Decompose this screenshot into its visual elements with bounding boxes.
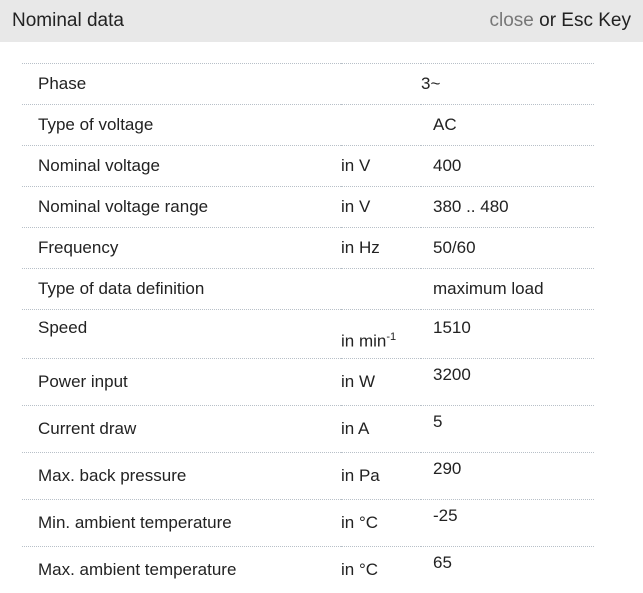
row-unit <box>341 64 421 105</box>
dialog-header: Nominal data close or Esc Key <box>0 0 643 42</box>
row-unit: in Pa <box>341 453 421 500</box>
table-row: Phase 3~ <box>22 64 594 105</box>
unit-text: in Pa <box>341 466 380 485</box>
close-hint: close or Esc Key <box>489 10 631 32</box>
table-row: Type of data definition maximum load <box>22 269 594 310</box>
row-label: Nominal voltage range <box>22 187 341 228</box>
unit-text: in V <box>341 156 370 175</box>
row-unit: in V <box>341 146 421 187</box>
row-unit: in °C <box>341 500 421 547</box>
row-label: Min. ambient temperature <box>22 500 341 547</box>
row-value: 50/60 <box>421 228 594 269</box>
table-row: Type of voltage AC <box>22 105 594 146</box>
row-value: 5 <box>421 406 594 453</box>
row-label: Frequency <box>22 228 341 269</box>
row-unit: in °C <box>341 547 421 593</box>
row-label: Max. ambient temperature <box>22 547 341 593</box>
unit-text: in W <box>341 372 375 391</box>
unit-superscript: -1 <box>386 331 396 343</box>
row-value: 290 <box>421 453 594 500</box>
row-value: AC <box>421 105 594 146</box>
row-value: -25 <box>421 500 594 547</box>
row-value: 65 <box>421 547 594 593</box>
unit-text: in °C <box>341 513 378 532</box>
row-label: Speed <box>22 310 341 359</box>
row-label: Power input <box>22 359 341 406</box>
esc-key-hint: or Esc Key <box>534 10 631 31</box>
row-label: Phase <box>22 64 341 105</box>
row-value: maximum load <box>421 269 594 310</box>
row-unit: in min-1 <box>341 310 421 359</box>
unit-text: in Hz <box>341 238 380 257</box>
row-unit: in A <box>341 406 421 453</box>
row-label: Nominal voltage <box>22 146 341 187</box>
unit-text: in °C <box>341 560 378 579</box>
unit-text: in V <box>341 197 370 216</box>
row-unit <box>341 105 421 146</box>
row-value: 3~ <box>421 64 594 105</box>
row-value: 400 <box>421 146 594 187</box>
row-value: 380 .. 480 <box>421 187 594 228</box>
row-unit: in Hz <box>341 228 421 269</box>
row-label: Current draw <box>22 406 341 453</box>
unit-text: in min <box>341 332 386 351</box>
row-label: Type of voltage <box>22 105 341 146</box>
row-unit: in V <box>341 187 421 228</box>
row-unit: in W <box>341 359 421 406</box>
row-value: 1510 <box>421 310 594 359</box>
row-label: Max. back pressure <box>22 453 341 500</box>
unit-text: in A <box>341 419 369 438</box>
row-unit <box>341 269 421 310</box>
row-value: 3200 <box>421 359 594 406</box>
close-link[interactable]: close <box>489 10 533 31</box>
dialog-title: Nominal data <box>12 10 124 32</box>
row-label: Type of data definition <box>22 269 341 310</box>
